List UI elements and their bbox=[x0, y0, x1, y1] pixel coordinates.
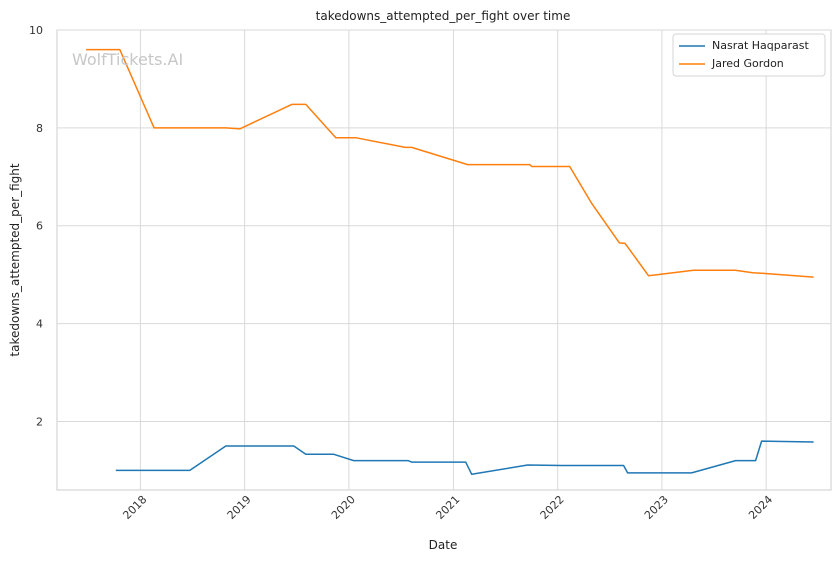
plot-area bbox=[56, 29, 832, 491]
series-layer bbox=[86, 48, 814, 476]
legend-label-nasrat-haqparast: Nasrat Haqparast bbox=[712, 39, 809, 52]
y-axis-label: takedowns_attempted_per_fight bbox=[8, 163, 22, 356]
legend: Nasrat Haqparast Jared Gordon bbox=[672, 33, 826, 77]
chart-title: takedowns_attempted_per_fight over time bbox=[316, 9, 571, 23]
x-axis-label: Date bbox=[429, 538, 458, 552]
y-tick-label: 6 bbox=[36, 220, 43, 233]
x-gridlines bbox=[139, 30, 767, 490]
y-tick-label: 4 bbox=[36, 318, 43, 331]
watermark: WolfTickets.AI bbox=[72, 50, 183, 69]
series-line-nasrat-haqparast bbox=[115, 440, 814, 476]
y-axis-ticks: 2 4 6 8 10 bbox=[29, 24, 43, 428]
y-tick-label: 8 bbox=[36, 122, 43, 135]
legend-label-jared-gordon: Jared Gordon bbox=[711, 57, 784, 70]
y-tick-label: 2 bbox=[36, 415, 43, 428]
y-tick-label: 10 bbox=[29, 24, 43, 37]
series-line-jared-gordon bbox=[86, 48, 814, 278]
legend-box bbox=[672, 33, 826, 77]
